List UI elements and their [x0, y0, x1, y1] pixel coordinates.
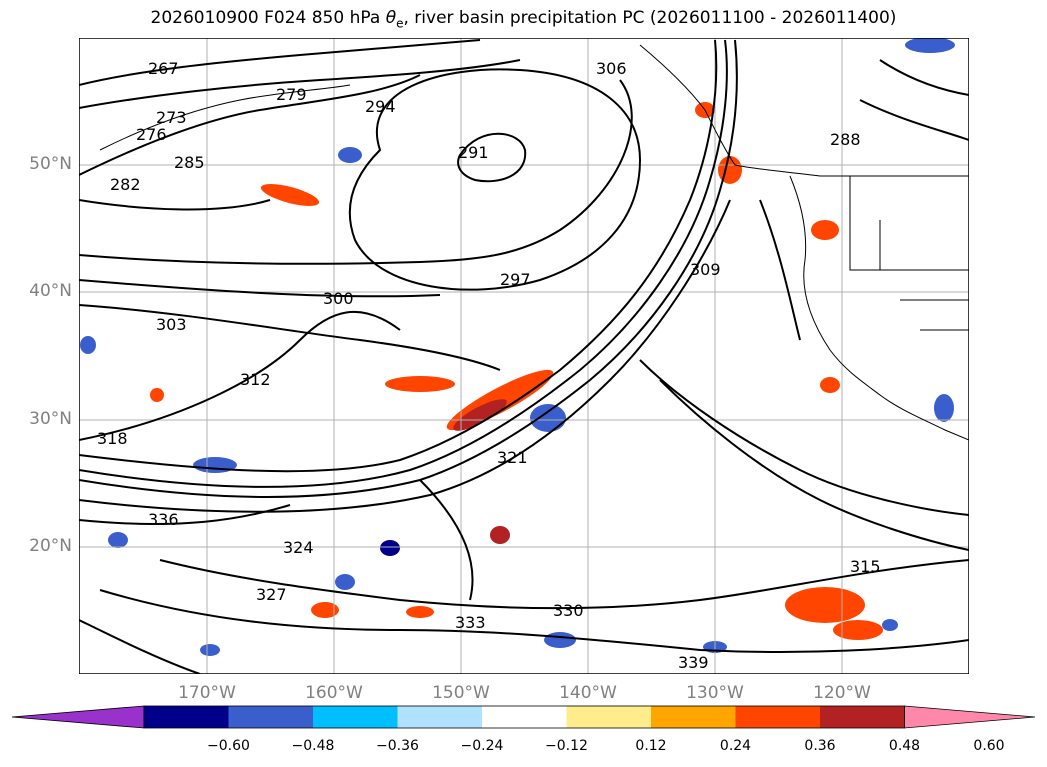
contour-label: 285 — [174, 153, 205, 172]
shade-patch — [833, 620, 883, 640]
shade-patch — [150, 388, 164, 402]
shade-patch — [882, 619, 898, 631]
colorbar-tick-label: 0.24 — [719, 738, 752, 754]
colorbar-extend-low — [11, 705, 145, 729]
contour-label: 279 — [276, 85, 307, 104]
map-background — [79, 38, 969, 674]
lon-label: 130°W — [686, 683, 744, 703]
colorbar-segment — [735, 706, 821, 728]
shade-patch — [385, 376, 455, 392]
colorbar-tick-label: 0.48 — [888, 738, 921, 754]
colorbar-tick-label: −0.36 — [376, 738, 419, 754]
shade-patch — [718, 156, 742, 184]
shade-patch — [338, 147, 362, 163]
shade-patch — [335, 574, 355, 590]
colorbar-tick-label: −0.12 — [545, 738, 588, 754]
contour-label: 312 — [240, 370, 271, 389]
shade-patch — [544, 632, 576, 648]
shade-patch — [380, 540, 400, 556]
colorbar-segment — [397, 706, 483, 728]
lat-label: 40°N — [29, 281, 72, 301]
lon-label: 170°W — [178, 683, 236, 703]
shade-patch — [820, 377, 840, 393]
shade-patch — [108, 532, 128, 548]
contour-label-group: 267 273 276 279 282 285 288 291 294 297 … — [97, 59, 881, 672]
shade-patch — [311, 602, 339, 618]
shade-patch — [785, 587, 865, 623]
colorbar-tick-label: −0.60 — [207, 738, 250, 754]
colorbar-segment — [144, 706, 229, 728]
colorbar-extend-high — [904, 705, 1036, 729]
colorbar-segment — [651, 706, 736, 728]
shade-patch — [530, 404, 566, 432]
contour-label: 303 — [156, 315, 187, 334]
colorbar-segment — [228, 706, 314, 728]
contour-label: 273 — [156, 108, 187, 127]
grid — [79, 38, 969, 674]
contour-label: 330 — [553, 601, 584, 620]
lon-label: 150°W — [432, 683, 490, 703]
contour-label: 339 — [678, 653, 709, 672]
contour-label: 318 — [97, 429, 128, 448]
colorbar-tick-label: 0.60 — [973, 738, 1005, 754]
colorbar-tick-label: 0.36 — [804, 738, 836, 754]
map-title: 2026010900 F024 850 hPa θe, river basin … — [150, 8, 897, 31]
colorbar — [11, 705, 1036, 729]
lon-label: 120°W — [813, 683, 871, 703]
shade-patch — [811, 220, 839, 240]
colorbar-frame — [143, 705, 905, 729]
shade-patch — [406, 606, 434, 618]
shade-patch — [453, 399, 507, 431]
contour-label: 291 — [458, 143, 489, 162]
shade-patch — [905, 38, 955, 53]
shade-patch — [260, 184, 320, 206]
shade-patch — [193, 457, 237, 473]
contour-label: 282 — [110, 175, 141, 194]
colorbar-segment — [820, 706, 905, 728]
colorbar-tick-label: −0.24 — [460, 738, 504, 754]
contour-label: 327 — [256, 585, 287, 604]
lon-label: 160°W — [305, 683, 363, 703]
contour-label: 294 — [365, 97, 396, 116]
lat-label: 50°N — [29, 154, 72, 174]
shade-patch — [80, 336, 96, 354]
contour-label: 315 — [850, 557, 881, 576]
contour-label: 267 — [148, 59, 179, 78]
shade-patch — [490, 526, 510, 544]
contour-label: 276 — [136, 125, 167, 144]
shade-patch — [934, 394, 954, 422]
contour-label: 321 — [497, 448, 528, 467]
contour-label: 309 — [690, 260, 721, 279]
contour-label: 297 — [500, 270, 531, 289]
lon-label: 140°W — [559, 683, 617, 703]
colorbar-segment — [313, 706, 398, 728]
lat-label: 20°N — [29, 536, 72, 556]
theta-e-contours — [79, 39, 969, 674]
colorbar-segment — [566, 706, 652, 728]
contour-label: 300 — [323, 289, 354, 308]
coastline — [99, 44, 969, 441]
contour-label: 333 — [455, 613, 486, 632]
lat-label: 30°N — [29, 409, 72, 429]
colorbar-tick-label: −0.48 — [291, 738, 335, 754]
contour-label: 306 — [596, 59, 627, 78]
contour-label: 288 — [830, 130, 861, 149]
shade-patch — [200, 644, 220, 656]
colorbar-segment — [482, 706, 567, 728]
colorbar-tick-label: 0.12 — [635, 738, 667, 754]
contour-label: 336 — [148, 510, 179, 529]
contour-label: 324 — [283, 538, 314, 557]
